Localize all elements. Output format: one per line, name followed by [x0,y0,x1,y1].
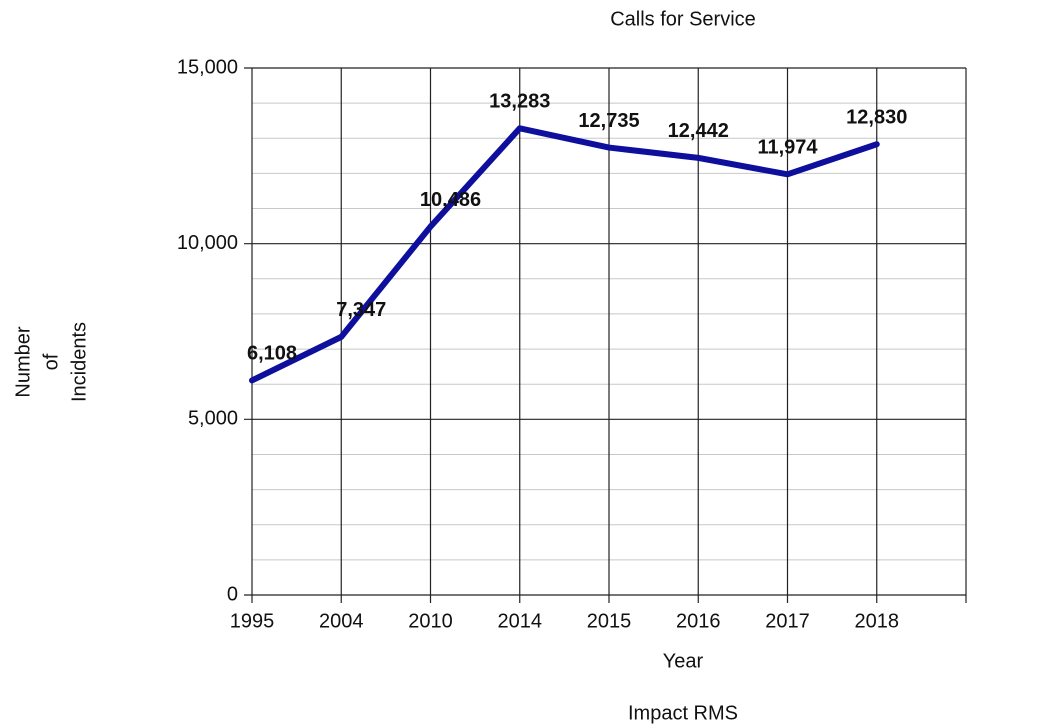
x-tick-label: 1995 [230,610,275,632]
data-label: 11,974 [757,137,818,159]
y-tick-label: 15,000 [177,56,238,78]
y-axis-label-line: Incidents [68,322,90,402]
x-tick-label: 2015 [587,610,632,632]
y-axis-label-line: of [40,353,62,370]
footnote: Impact RMS [628,702,738,724]
y-tick-label: 0 [227,583,238,605]
x-tick-label: 2010 [408,610,453,632]
y-tick-label: 10,000 [177,232,238,254]
data-label: 12,442 [668,120,729,142]
x-axis-label: Year [663,650,704,672]
data-label: 12,830 [846,107,907,129]
line [249,125,880,384]
x-tick-label: 2004 [319,610,364,632]
x-tick-label: 2017 [765,610,810,632]
data-label: 12,735 [578,110,639,132]
y-axis-label: Number of Incidents [12,322,90,402]
data-label: 7,347 [336,299,386,321]
x-tick-label: 2018 [855,610,900,632]
data-label: 13,283 [489,91,550,113]
data-label: 10,486 [420,189,481,211]
chart-title: Calls for Service [610,8,756,30]
x-tick-label: 2014 [498,610,543,632]
data-label: 6,108 [247,343,297,365]
x-tick-label: 2016 [676,610,721,632]
y-tick-label: 5,000 [188,408,238,430]
y-axis-label-line: Number [12,326,34,397]
